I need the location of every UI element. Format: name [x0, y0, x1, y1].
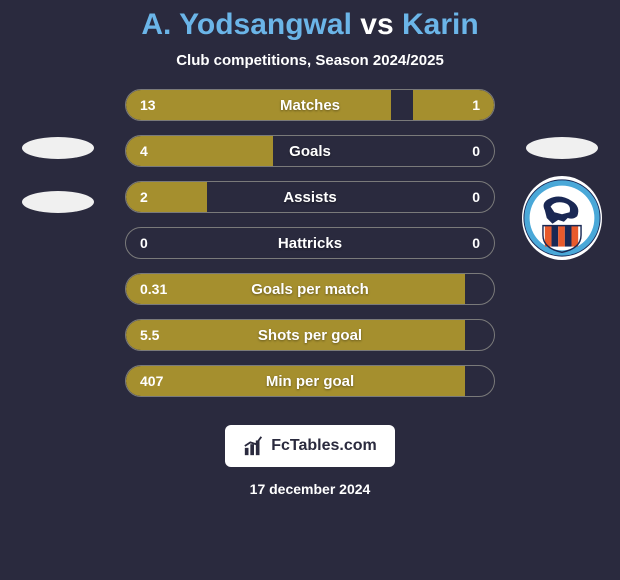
value-left: 4 — [140, 143, 148, 159]
stat-bar: 5.5 Shots per goal — [125, 319, 495, 351]
bar-left — [126, 136, 273, 166]
ellipse-icon — [526, 137, 598, 159]
value-left: 407 — [140, 373, 163, 389]
bar-left — [126, 182, 207, 212]
subtitle: Club competitions, Season 2024/2025 — [176, 52, 444, 69]
brand-text: FcTables.com — [271, 437, 377, 455]
value-left: 0.31 — [140, 281, 167, 297]
bar-right — [413, 90, 494, 120]
stat-row: 2 0 Assists — [125, 181, 495, 227]
stat-bar: 4 0 Goals — [125, 135, 495, 167]
stat-label: Shots per goal — [258, 327, 362, 344]
comparison-card: A. Yodsangwal vs Karin Club competitions… — [0, 0, 620, 580]
bar-left — [126, 90, 391, 120]
brand-badge[interactable]: FcTables.com — [225, 425, 395, 467]
value-left: 0 — [140, 235, 148, 251]
stat-bar: 0.31 Goals per match — [125, 273, 495, 305]
stat-row: 407 Min per goal — [125, 365, 495, 411]
value-left: 2 — [140, 189, 148, 205]
stat-label: Matches — [280, 97, 340, 114]
stat-bar: 407 Min per goal — [125, 365, 495, 397]
stat-bar: 13 1 Matches — [125, 89, 495, 121]
stat-label: Goals per match — [251, 281, 369, 298]
stat-row: 0.31 Goals per match — [125, 273, 495, 319]
player2-club-badge — [522, 178, 602, 258]
stat-row: 4 0 Goals — [125, 135, 495, 181]
stat-label: Goals — [289, 143, 331, 160]
page-title: A. Yodsangwal vs Karin — [141, 8, 478, 42]
value-right: 1 — [472, 97, 480, 113]
value-left: 5.5 — [140, 327, 159, 343]
value-left: 13 — [140, 97, 156, 113]
club-badge-icon — [522, 176, 602, 260]
stat-row: 0 0 Hattricks — [125, 227, 495, 273]
value-right: 0 — [472, 143, 480, 159]
stat-label: Assists — [283, 189, 336, 206]
date-text: 17 december 2024 — [250, 481, 371, 497]
value-right: 0 — [472, 189, 480, 205]
ellipse-icon — [22, 137, 94, 159]
chart-icon — [243, 435, 265, 457]
stat-bar: 2 0 Assists — [125, 181, 495, 213]
stat-label: Min per goal — [266, 373, 354, 390]
stat-bar: 0 0 Hattricks — [125, 227, 495, 259]
player2-name: Karin — [402, 8, 479, 41]
player1-name: A. Yodsangwal — [141, 8, 352, 41]
vs-text: vs — [360, 8, 393, 41]
ellipse-icon — [22, 191, 94, 213]
stat-label: Hattricks — [278, 235, 342, 252]
stats-list: 13 1 Matches 4 0 Goals 2 0 Assists 0 0 Hattricks 0.3… — [125, 89, 495, 411]
value-right: 0 — [472, 235, 480, 251]
stat-row: 5.5 Shots per goal — [125, 319, 495, 365]
player1-badge-placeholder-2 — [18, 162, 98, 242]
stat-row: 13 1 Matches — [125, 89, 495, 135]
